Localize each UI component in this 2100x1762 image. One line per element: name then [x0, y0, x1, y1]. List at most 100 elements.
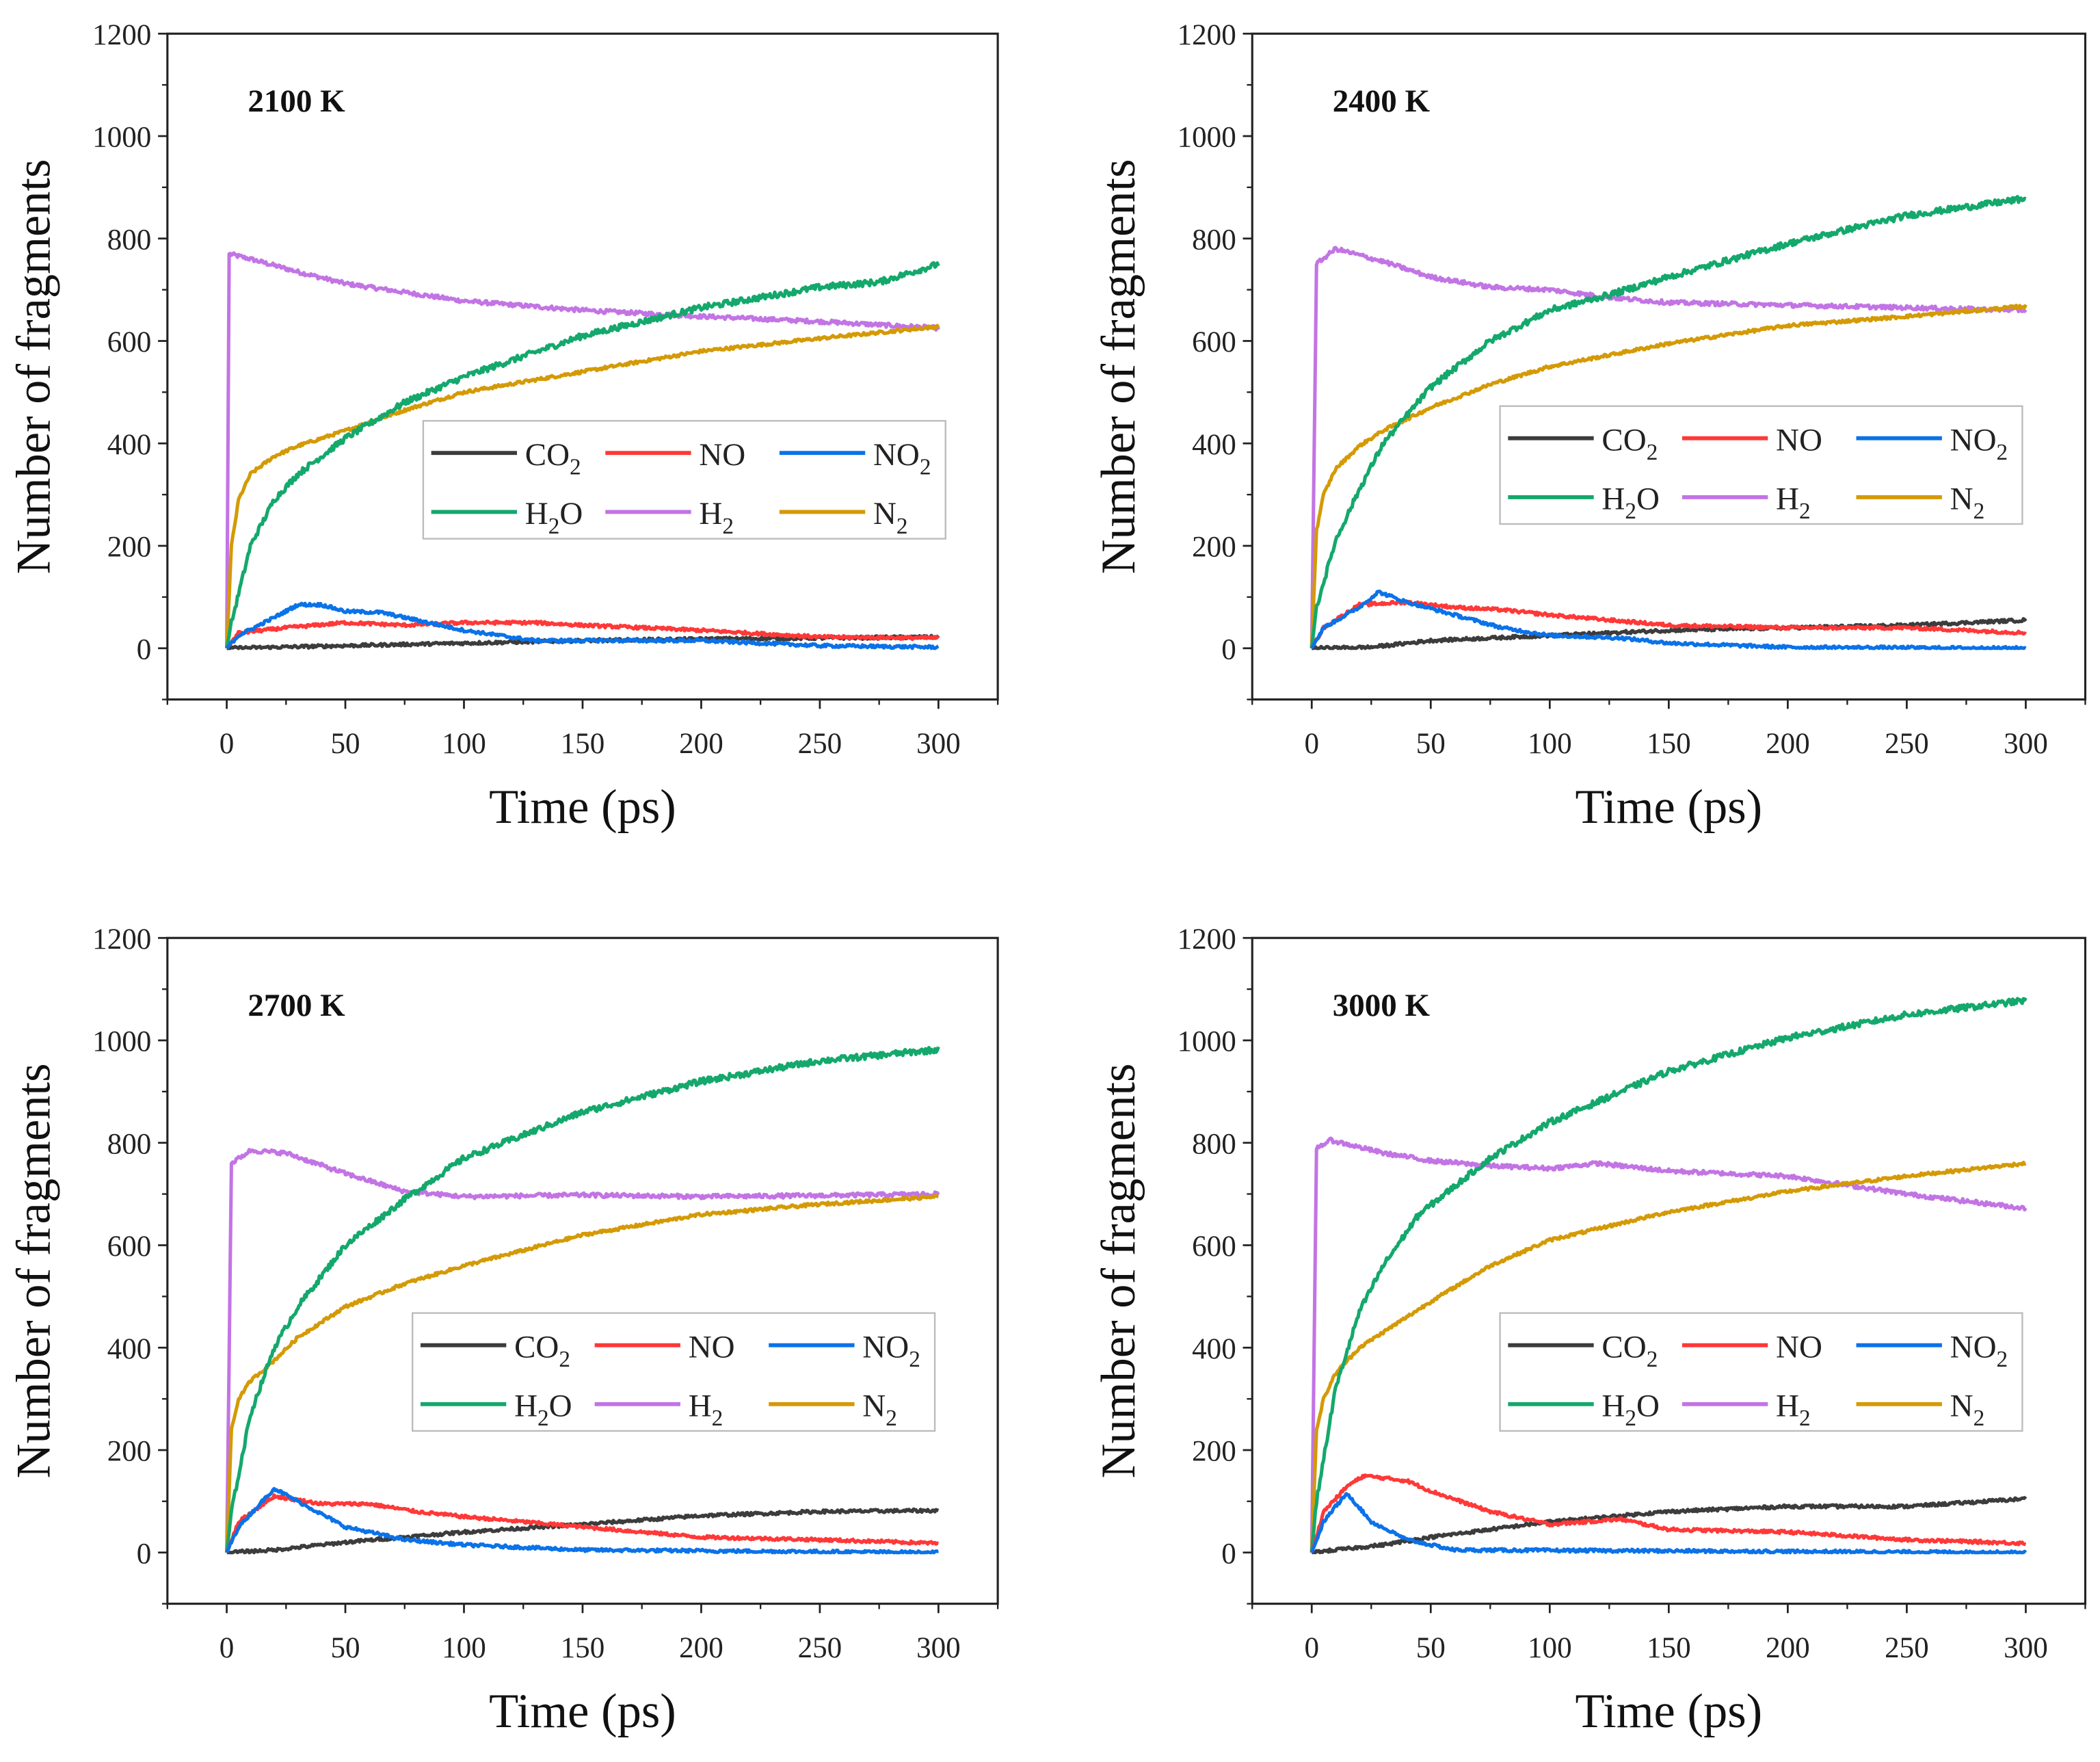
y-tick-label: 600 [107, 326, 152, 358]
y-tick-label: 400 [1192, 1333, 1236, 1365]
legend-box [1499, 1312, 2023, 1432]
y-tick-label: 1200 [1178, 923, 1236, 956]
y-tick-label: 1000 [92, 122, 151, 154]
legend-label-no2: NO2​ [873, 437, 931, 480]
legend-label-n2: N2​ [862, 1388, 897, 1431]
y-tick-label: 400 [107, 1333, 152, 1365]
series-line-no [225, 1493, 940, 1553]
series-line-no [1310, 599, 2028, 650]
legend: CO2​ NO NO2​ H2​O H2​ N2​ [412, 1312, 936, 1432]
y-tick-label: 600 [1192, 1231, 1236, 1263]
y-tick-label: 800 [107, 1128, 152, 1160]
series-line-no2 [1310, 1492, 2028, 1555]
legend-box [1499, 405, 2023, 525]
plot-frame [1251, 32, 2087, 701]
plot-frame [166, 936, 999, 1605]
legend: CO2​ NO NO2​ H2​O H2​ N2​ [1499, 405, 2023, 525]
series-line-n2 [225, 324, 940, 648]
y-tick-label: 600 [107, 1231, 152, 1263]
y-tick-label: 400 [107, 429, 152, 461]
x-tick-label: 0 [1304, 1632, 1319, 1664]
y-tick-label: 800 [1192, 1128, 1236, 1160]
y-tick-label: 0 [137, 633, 152, 666]
series-line-no [1310, 1473, 2027, 1553]
series-line-co2 [1311, 1496, 2028, 1555]
legend-label-co2: CO2​ [1601, 1329, 1658, 1372]
series-line-h2o [225, 1046, 940, 1553]
y-tick-label: 800 [107, 224, 152, 256]
series-line-n2 [1310, 1160, 2027, 1553]
y-tick-label: 1200 [92, 19, 151, 51]
series-line-h2 [1310, 246, 2028, 648]
x-axis-title: Time (ps) [489, 780, 676, 834]
y-tick-label: 1000 [1178, 122, 1236, 154]
x-tick-label: 50 [330, 728, 360, 760]
legend-label-no: NO [1776, 1329, 1822, 1365]
x-tick-label: 100 [442, 1632, 486, 1664]
legend-label-no: NO [699, 437, 745, 473]
y-tick-label: 200 [1192, 531, 1236, 564]
legend-label-h2o: H2​O [1601, 482, 1660, 525]
x-tick-label: 200 [1766, 728, 1810, 760]
y-tick-label: 1000 [1178, 1026, 1236, 1058]
plot-frame [166, 32, 999, 701]
series-line-h2o [225, 261, 940, 649]
series-line-h2o [1310, 997, 2028, 1553]
legend-label-h2: H2​ [1776, 1388, 1811, 1431]
x-tick-label: 150 [1647, 1632, 1691, 1664]
x-tick-label: 300 [916, 728, 961, 760]
legend-label-h2o: H2​O [514, 1388, 572, 1431]
legend: CO2​ NO NO2​ H2​O H2​ N2​ [422, 420, 946, 540]
series-line-h2 [225, 1148, 940, 1553]
legend: CO2​ NO NO2​ H2​O H2​ N2​ [1499, 1312, 2023, 1432]
legend-label-h2: H2​ [1776, 482, 1811, 525]
x-axis-title: Time (ps) [1576, 780, 1763, 834]
series-line-no2 [1310, 590, 2027, 650]
y-tick-label: 1200 [92, 923, 151, 956]
series-line-co2 [226, 1507, 940, 1555]
series-line-h2 [1310, 1136, 2028, 1553]
x-tick-label: 0 [220, 728, 235, 760]
y-axis-title: Number of fragments [7, 159, 60, 574]
x-tick-label: 200 [1766, 1632, 1810, 1664]
series-line-no [225, 619, 940, 650]
legend-label-no2: NO2​ [862, 1329, 920, 1372]
chart-panel-2: 0 200 400 600 800 1000 1200 0 50 100 150 200 250 300 T… [1092, 19, 2087, 834]
y-tick-label: 0 [1221, 1538, 1236, 1570]
x-tick-label: 300 [916, 1632, 961, 1664]
panel-temperature-label: 2700 K [248, 988, 345, 1023]
y-axis-title: Number of fragments [1092, 159, 1145, 574]
chart-panel-4: 0 200 400 600 800 1000 1200 0 50 100 150 200 250 300 T… [1092, 923, 2087, 1738]
y-tick-label: 400 [1192, 429, 1236, 461]
legend-box [422, 420, 946, 540]
y-tick-label: 200 [107, 1436, 152, 1468]
chart-panel-1: 0 200 400 600 800 1000 1200 0 50 100 150 200 250 300 T… [7, 19, 999, 834]
y-tick-label: 200 [107, 531, 152, 564]
y-axis-title: Number of fragments [1092, 1063, 1145, 1478]
legend-label-no: NO [1776, 422, 1822, 458]
legend-label-no2: NO2​ [1950, 1329, 2008, 1372]
legend-label-n2: N2​ [873, 496, 908, 539]
x-axis-title: Time (ps) [1576, 1685, 1763, 1738]
legend-label-no2: NO2​ [1950, 422, 2008, 465]
y-tick-label: 0 [1221, 633, 1236, 666]
y-tick-label: 800 [1192, 224, 1236, 256]
legend-label-h2: H2​ [699, 496, 734, 539]
y-tick-label: 0 [137, 1538, 152, 1570]
plot-frame [1251, 936, 2087, 1605]
x-tick-label: 100 [1528, 1632, 1572, 1664]
legend-label-n2: N2​ [1950, 1388, 1985, 1431]
series-line-n2 [1310, 304, 2028, 648]
x-tick-label: 50 [330, 1632, 360, 1664]
x-tick-label: 50 [1416, 728, 1446, 760]
x-tick-label: 200 [679, 728, 723, 760]
x-tick-label: 150 [561, 1632, 605, 1664]
panel-temperature-label: 2100 K [248, 83, 345, 119]
legend-label-co2: CO2​ [1601, 422, 1658, 465]
y-tick-label: 1000 [92, 1026, 151, 1058]
x-axis-title: Time (ps) [489, 1685, 676, 1738]
y-tick-label: 600 [1192, 326, 1236, 358]
series-line-h2 [225, 251, 940, 648]
series-line-h2o [1310, 195, 2027, 649]
